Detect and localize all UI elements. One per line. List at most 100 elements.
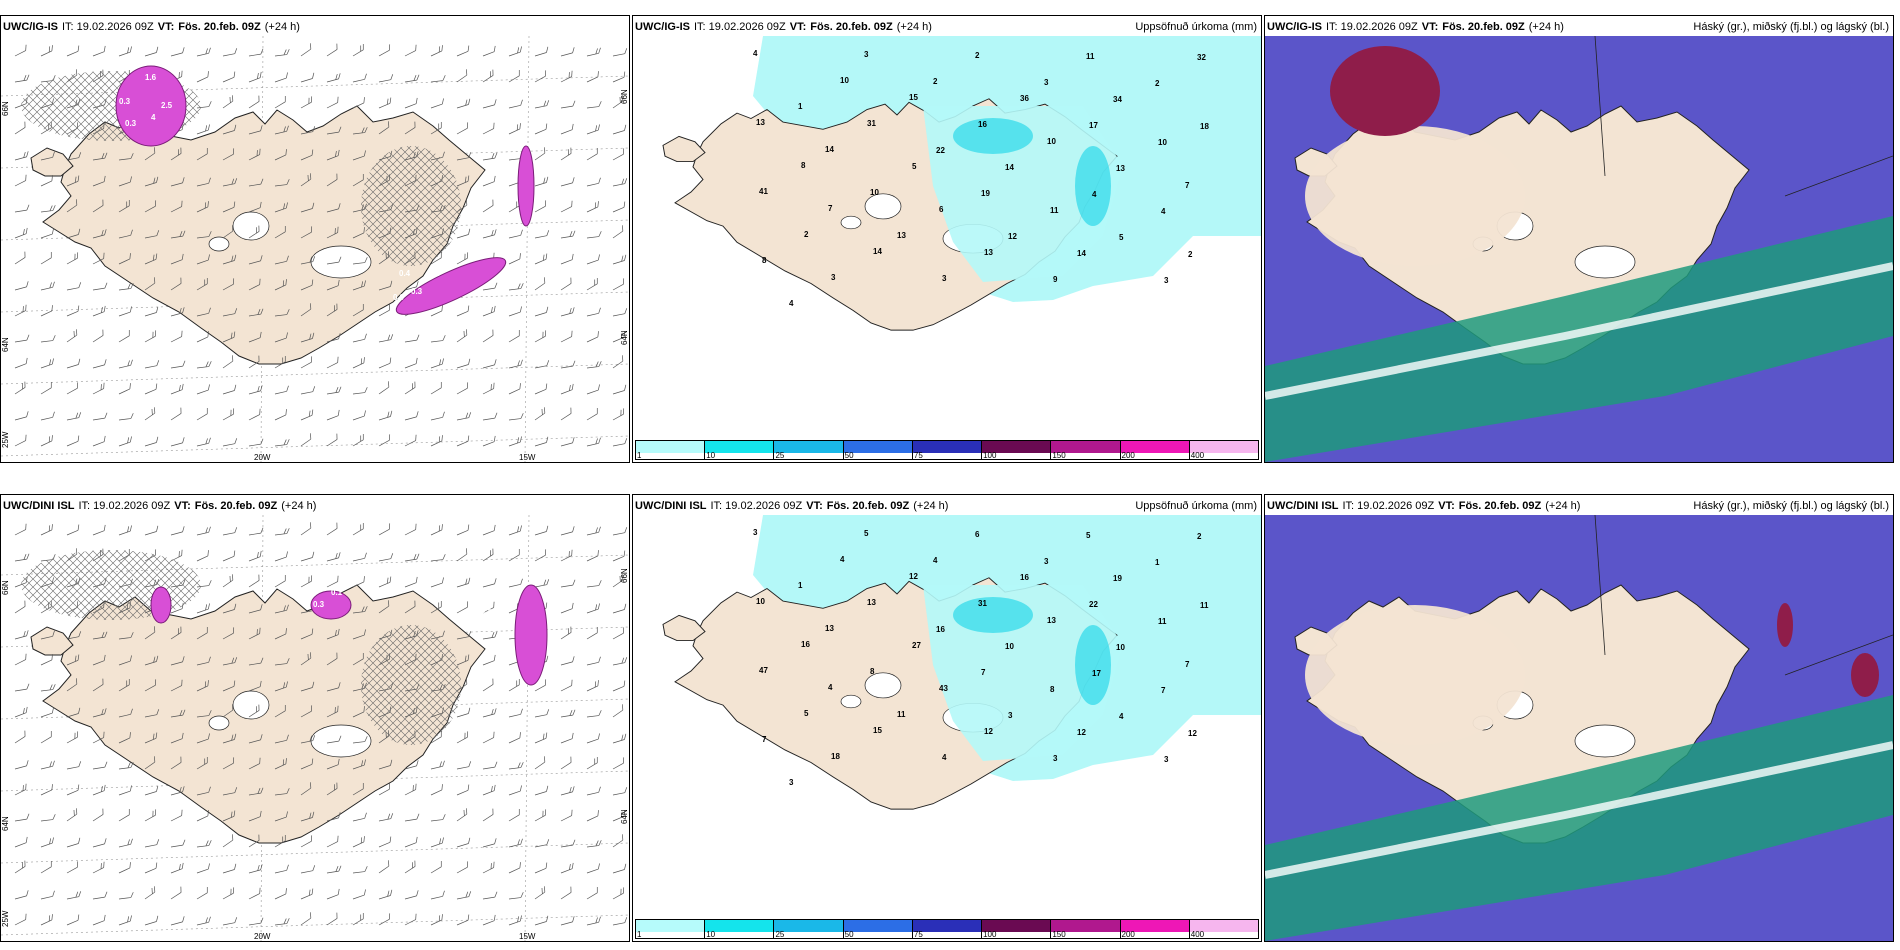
wind-barb [456,654,470,666]
wind-barb [300,811,315,822]
wind-barb [352,43,364,57]
wind-barb [586,810,599,822]
wind-barb [196,863,210,874]
wind-barb [378,783,391,796]
wind-barb [222,680,236,692]
wind-barb [352,552,367,562]
wind-barb [612,657,628,666]
precip-value-label: 10 [756,597,765,606]
wind-barb [430,435,443,447]
wind-barb [326,279,340,291]
wind-barb [118,708,133,718]
wind-barb [274,72,288,83]
cloud-title: Háský (gr.), miðský (fj.bl.) og lágský (… [1693,500,1889,512]
wind-barb [404,334,420,343]
wind-barb [196,331,209,343]
wind-barb [274,758,287,770]
colorbar-swatch [1051,920,1120,932]
wind-barb [300,96,313,109]
cloud-map [1265,515,1893,941]
wind-barb [248,148,261,161]
wind-barb [222,863,237,874]
westfjords-coastline [662,135,706,162]
clear-sky-area [1305,126,1525,266]
wind-barb [274,179,290,187]
wind-barb [300,681,315,692]
wind-barb [40,630,55,640]
wind-barb [40,837,54,848]
colorbar-swatch [774,920,843,932]
wind-barb [196,886,208,900]
wind-barb [482,359,497,369]
wind-barb [40,730,52,744]
wind-barb [560,407,572,421]
wind-barb [612,810,626,822]
wind-barb [404,890,419,900]
wind-barb [612,887,625,900]
wind-barb [612,550,626,562]
precip-value-label: 3 [1053,754,1058,763]
wind-barb [586,786,601,796]
wind-barb [40,684,56,692]
lat-label-66n: 66N [1,101,10,116]
wind-barb [456,69,468,83]
init-time: IT: 19.02.2026 09Z [62,21,154,33]
wind-barb [118,436,132,447]
wind-barb [66,152,82,161]
wind-barb [586,177,601,187]
wind-barb [92,152,108,161]
wind-barb [92,45,106,57]
wind-barb [66,228,81,239]
wind-barb [404,74,420,83]
cloud-map [1265,36,1893,462]
wind-barb [248,734,263,744]
precip-value-label: 47 [759,666,768,675]
wind-barb [66,784,80,796]
precip-value-label: 16 [801,640,810,649]
wind-barb [196,384,210,395]
panel-cloud-row2: UWC/DINI ISL IT: 19.02.2026 09Z VT: Fös.… [1264,494,1894,942]
precip-value-label: 13 [1116,164,1125,173]
wind-barb [352,303,364,317]
wind-barb [248,225,260,239]
colorbar-label: 50 [844,930,854,939]
wind-barb [560,656,575,666]
precip-value-label: 14 [1005,163,1014,172]
wind-barb [326,522,338,536]
wind-barb [222,178,238,187]
westfjords-coastline [30,147,74,177]
model-name: UWC/IG-IS [3,21,58,33]
wind-barb [170,626,182,640]
glacier-vatnajokull [310,724,372,758]
wind-barb [222,438,238,447]
precip-value-label: 13 [984,248,993,257]
wind-barb [352,173,364,187]
wind-barb [196,361,212,369]
wind-barb [482,731,495,744]
precip-value-label: 43 [939,684,948,693]
wind-barb [144,253,158,265]
precip-value-label: 13 [1047,616,1056,625]
wind-barb [92,761,108,770]
wind-barb [300,705,313,718]
wind-barb [92,229,107,239]
wind-barb [326,652,338,666]
wind-barb [326,203,341,213]
precip-cell [953,597,1033,633]
wind-barb [612,355,624,369]
colorbar-swatch [1120,441,1189,453]
wind-barb [66,808,78,822]
precip-value-label: 4 [1161,207,1166,216]
precip-value-label: 2 [804,230,809,239]
wind-barb [612,178,628,187]
wind-barb [456,305,470,317]
wind-barb [274,255,289,265]
wind-barb [612,278,625,291]
colorbar-label: 150 [1052,451,1066,460]
wind-barb [40,654,53,666]
wind-barb [248,408,261,421]
wind-barb [274,202,288,213]
lead-time: (+24 h) [896,21,932,33]
wind-barb [170,407,182,421]
precip-value-label: 2 [1188,250,1193,259]
